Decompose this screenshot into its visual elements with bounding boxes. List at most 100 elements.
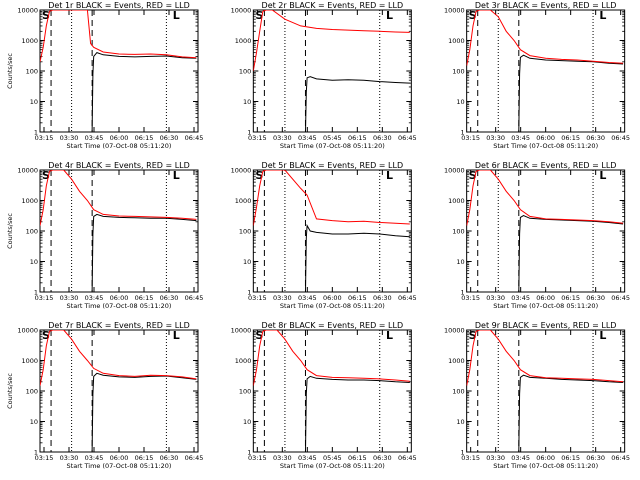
marker-label-l: L	[173, 329, 180, 342]
x-tick-label: 06:15	[135, 134, 154, 142]
x-axis-label: Start Time (07-Oct-08 05:11:20)	[67, 462, 172, 470]
x-tick-label: 06:30	[160, 134, 179, 142]
marker-label-l: L	[173, 9, 180, 22]
y-axis-label: Counts/sec	[6, 213, 14, 249]
x-axis-label: Start Time (07-Oct-08 05:11:20)	[493, 142, 598, 150]
x-axis-label: Start Time (07-Oct-08 05:11:20)	[67, 302, 172, 310]
marker-label-s: S	[255, 9, 263, 22]
x-tick-label: 03:30	[273, 454, 292, 462]
x-tick-label: 05:45	[323, 454, 342, 462]
y-tick-label: 10	[30, 98, 38, 106]
y-tick-label: 1000	[21, 357, 38, 365]
y-axis-label: Counts/sec	[6, 373, 14, 409]
x-tick-label: 03:15	[35, 294, 54, 302]
x-tick-label: 05:45	[323, 134, 342, 142]
black-series-line	[305, 76, 410, 132]
x-tick-label: 03:15	[248, 454, 267, 462]
x-tick-label: 03:30	[60, 134, 79, 142]
y-tick-label: 1	[247, 449, 251, 457]
x-tick-label: 03:45	[85, 134, 104, 142]
black-series-line	[518, 215, 624, 292]
black-series-line	[305, 223, 410, 292]
y-tick-label: 100	[239, 388, 251, 396]
y-tick-label: 1	[34, 289, 38, 297]
y-tick-label: 10000	[231, 167, 252, 175]
marker-label-l: L	[386, 9, 393, 22]
y-tick-label: 100	[239, 68, 251, 76]
marker-label-s: S	[255, 169, 263, 182]
y-tick-label: 10	[456, 98, 464, 106]
x-axis-label: Start Time (07-Oct-08 05:11:20)	[280, 462, 385, 470]
red-series-line	[466, 10, 624, 66]
x-axis-label: Start Time (07-Oct-08 05:11:20)	[280, 142, 385, 150]
red-series-line	[40, 170, 197, 226]
x-tick-label: 03:15	[248, 134, 267, 142]
x-axis-label: Start Time (07-Oct-08 05:11:20)	[67, 142, 172, 150]
x-axis-label: Start Time (07-Oct-08 05:11:20)	[493, 462, 598, 470]
plot-frame	[466, 9, 626, 133]
plot-frame	[39, 329, 199, 453]
red-series-line	[466, 170, 624, 226]
marker-label-s: S	[255, 329, 263, 342]
red-series-line	[40, 330, 197, 386]
x-tick-label: 06:15	[348, 454, 367, 462]
y-tick-label: 1000	[448, 197, 465, 205]
x-tick-label: 03:45	[85, 454, 104, 462]
panel-title: Det 6r BLACK = Events, RED = LLD	[475, 161, 617, 170]
y-tick-label: 10000	[17, 7, 38, 15]
x-tick-label: 03:45	[85, 294, 104, 302]
x-tick-label: 06:00	[110, 454, 129, 462]
y-tick-label: 1000	[21, 197, 38, 205]
x-axis-label: Start Time (07-Oct-08 05:11:20)	[280, 302, 385, 310]
marker-label-l: L	[386, 329, 393, 342]
x-tick-label: 06:30	[373, 134, 392, 142]
x-tick-label: 03:45	[298, 294, 317, 302]
x-tick-label: 03:15	[35, 134, 54, 142]
black-series-line	[91, 213, 197, 292]
x-tick-label: 03:30	[273, 134, 292, 142]
x-tick-label: 03:15	[461, 294, 480, 302]
y-tick-label: 1000	[448, 37, 465, 45]
x-tick-label: 06:15	[348, 134, 367, 142]
y-tick-label: 1	[461, 449, 465, 457]
marker-label-l: L	[599, 9, 606, 22]
plot-frame	[252, 329, 412, 453]
x-tick-label: 03:45	[298, 134, 317, 142]
x-tick-label: 06:30	[586, 134, 605, 142]
red-series-line	[253, 330, 410, 386]
marker-label-l: L	[386, 169, 393, 182]
red-series-line	[40, 10, 197, 62]
red-series-line	[253, 170, 410, 226]
marker-label-s: S	[42, 169, 50, 182]
x-tick-label: 06:45	[185, 134, 204, 142]
x-tick-label: 06:00	[323, 294, 342, 302]
x-tick-label: 03:15	[248, 294, 267, 302]
x-tick-label: 06:45	[398, 294, 417, 302]
y-axis-label: Counts/sec	[6, 53, 14, 89]
black-series-line	[305, 375, 410, 452]
x-tick-label: 06:45	[398, 134, 417, 142]
y-tick-label: 100	[26, 68, 38, 76]
y-tick-label: 1	[461, 129, 465, 137]
y-tick-label: 10	[243, 98, 251, 106]
y-tick-label: 100	[452, 228, 464, 236]
x-tick-label: 03:15	[461, 454, 480, 462]
panel-title: Det 3r BLACK = Events, RED = LLD	[475, 1, 617, 10]
x-tick-label: 06:30	[373, 294, 392, 302]
y-tick-label: 1	[34, 449, 38, 457]
x-tick-label: 03:45	[298, 454, 317, 462]
black-series-line	[91, 372, 197, 452]
x-tick-label: 03:30	[486, 454, 505, 462]
x-tick-label: 06:45	[611, 134, 630, 142]
x-tick-label: 06:45	[185, 454, 204, 462]
x-tick-label: 03:45	[511, 454, 530, 462]
y-tick-label: 100	[26, 228, 38, 236]
x-tick-label: 06:00	[536, 134, 555, 142]
x-axis-label: Start Time (07-Oct-08 05:11:20)	[493, 302, 598, 310]
marker-label-l: L	[599, 329, 606, 342]
